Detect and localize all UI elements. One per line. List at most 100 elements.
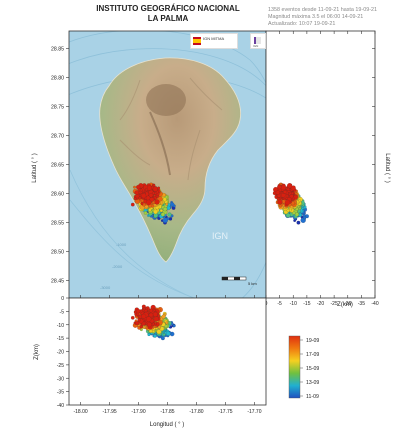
bottom-event-point	[162, 333, 166, 336]
map-event-point	[163, 207, 168, 212]
ign-logo-icon	[254, 37, 261, 44]
bottom-event-point	[135, 321, 140, 326]
side-event-point	[287, 183, 293, 189]
bottom-ytick-label: -5	[60, 309, 65, 315]
bottom-event-point	[146, 316, 152, 322]
map-ytick-label: 28.60	[51, 192, 64, 198]
bottom-event-point	[147, 322, 152, 328]
side-event-point	[275, 190, 280, 195]
side-xtick-label: -15	[303, 301, 310, 307]
bottom-event-point	[137, 318, 141, 322]
bottom-ytick-label: -30	[57, 376, 64, 382]
bottom-event-point	[141, 313, 147, 319]
bottom-event-point	[130, 315, 135, 320]
map-event-points	[130, 182, 176, 225]
bottom-ytick-label: -25	[57, 363, 64, 369]
map-ytick-label: 28.85	[51, 46, 64, 52]
colorbar-label: 13-09	[306, 380, 319, 386]
map-event-point	[152, 184, 156, 187]
map-event-point	[134, 190, 139, 195]
agency-logo: IGN MITMA	[190, 33, 238, 49]
map-event-point	[168, 217, 173, 221]
map-watermark: IGN	[212, 231, 228, 241]
bottom-event-point	[160, 336, 165, 341]
depth-latitude-panel	[265, 30, 376, 299]
bottom-event-point	[142, 307, 146, 311]
map-ytick-label: 28.50	[51, 250, 64, 256]
map-event-point	[154, 192, 157, 195]
svg-text:-3000: -3000	[100, 285, 111, 290]
map-event-point	[162, 197, 167, 202]
bottom-ytick-label: -15	[57, 336, 64, 342]
longitude-depth-panel	[68, 297, 267, 406]
updated-line: Actualizado: 10:07 19-09-21	[268, 21, 336, 27]
side-event-point	[286, 187, 290, 191]
scale-bar-label: 5 km	[248, 281, 257, 286]
map-event-point	[146, 199, 152, 206]
side-event-point	[278, 204, 283, 208]
map-latitude-ticks: 28.45 28.50 28.55 28.60 28.65 28.70 28.75 28.80…	[51, 46, 69, 285]
bottom-event-point	[153, 334, 157, 338]
bottom-event-point	[157, 325, 161, 329]
map-ylabel: Latitud ( ° )	[32, 153, 38, 182]
bottom-ytick-label: 0	[61, 296, 64, 302]
map-ytick-label: 28.45	[51, 279, 64, 285]
bottom-event-point	[166, 331, 171, 336]
map-event-point	[149, 197, 155, 202]
bottom-xtick-label: -17.70	[247, 409, 261, 415]
event-count-line: 1358 eventos desde 11-09-21 hasta 19-09-…	[268, 7, 377, 13]
map-event-point	[165, 202, 169, 206]
map-event-point	[148, 193, 154, 198]
map-scale-bar: 5 km	[221, 276, 257, 286]
bottom-event-point	[152, 311, 158, 317]
colorbar-labels: 19-09 17-09 15-09 13-09 11-09	[300, 338, 319, 400]
bottom-xtick-label: -18.00	[73, 409, 87, 415]
colorbar	[288, 335, 301, 399]
bottom-xtick-label: -17.75	[218, 409, 232, 415]
side-event-point	[294, 212, 299, 217]
bottom-event-point	[161, 314, 166, 319]
svg-text:-2000: -2000	[112, 264, 123, 269]
side-xtick-label: -10	[290, 301, 297, 307]
side-xtick-label: -35	[358, 301, 365, 307]
map-event-point	[167, 212, 172, 217]
bottom-ytick-label: -20	[57, 350, 64, 356]
side-event-point	[289, 194, 294, 199]
bottom-event-point	[153, 316, 159, 322]
map-event-point	[147, 185, 152, 191]
bottom-xtick-label: -17.80	[189, 409, 203, 415]
institution-name: INSTITUTO GEOGRÁFICO NACIONAL	[96, 4, 240, 13]
bottom-xtick-label: -17.90	[131, 409, 145, 415]
side-event-point	[277, 199, 283, 205]
map-ytick-label: 28.65	[51, 163, 64, 169]
map-event-point	[159, 209, 163, 213]
colorbar-label: 17-09	[306, 352, 319, 358]
bottom-event-point	[149, 308, 153, 313]
bottom-event-point	[147, 333, 151, 337]
bottom-ytick-label: -10	[57, 323, 64, 329]
side-event-point	[290, 201, 295, 206]
bottom-event-point	[165, 321, 169, 325]
island-la-palma	[99, 57, 242, 263]
bottom-panel-ticks: -18.00 -17.95 -17.90 -17.85 -17.80 -17.75 -17.…	[57, 295, 262, 415]
side-event-point	[280, 184, 287, 191]
side-ylabel: Latitud ( ° )	[384, 153, 390, 182]
region-name: LA PALMA	[147, 14, 189, 23]
colorbar-label: 11-09	[306, 394, 319, 400]
side-event-point	[281, 193, 286, 198]
map-event-point	[152, 186, 158, 192]
map-event-point	[143, 211, 148, 215]
side-event-point	[302, 216, 307, 220]
side-xtick-label: -5	[277, 301, 282, 307]
map-event-point	[135, 194, 140, 199]
side-event-point	[286, 209, 290, 213]
max-magnitude-line: Magnitud máxima 3.5 el 06:00 14-09-21	[268, 14, 364, 20]
island-relief	[119, 77, 223, 181]
side-event-point	[277, 184, 282, 190]
bottom-event-point	[156, 329, 162, 335]
ign-logo: IGN	[250, 33, 266, 49]
map-event-point	[141, 193, 147, 199]
colorbar-label: 19-09	[306, 338, 319, 344]
map-event-point	[130, 202, 135, 207]
